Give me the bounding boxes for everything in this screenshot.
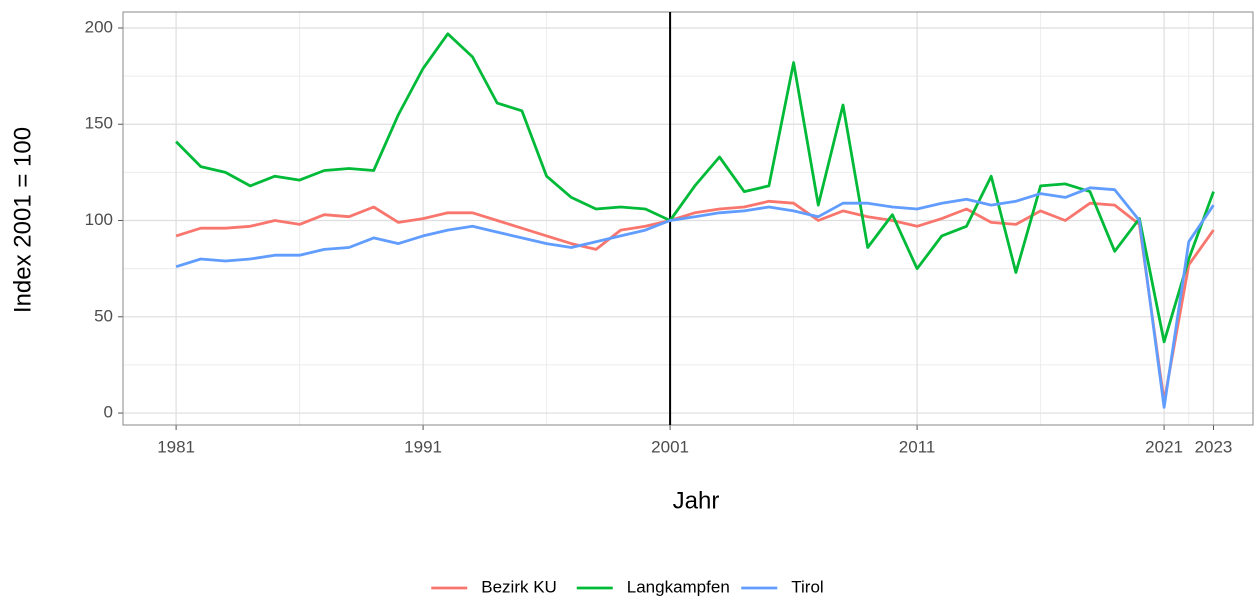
x-axis-label: Jahr bbox=[673, 487, 720, 514]
legend-label: Langkampfen bbox=[627, 577, 730, 596]
y-axis-label: Index 2001 = 100 bbox=[9, 127, 36, 313]
x-tick-label: 2021 bbox=[1145, 437, 1183, 456]
x-tick-label: 1981 bbox=[157, 437, 195, 456]
series-line bbox=[175, 186, 1215, 409]
y-tick-label: 0 bbox=[104, 403, 113, 422]
series-line bbox=[175, 32, 1215, 344]
panel-border bbox=[122, 11, 1254, 426]
x-tick-label: 2001 bbox=[651, 437, 689, 456]
x-tick-label: 2023 bbox=[1195, 437, 1233, 456]
y-tick-label: 50 bbox=[94, 306, 113, 325]
x-tick-label: 1991 bbox=[404, 437, 442, 456]
y-tick-label: 200 bbox=[85, 17, 113, 36]
legend-label: Bezirk KU bbox=[481, 577, 557, 596]
series-line bbox=[175, 199, 1215, 403]
y-tick-label: 150 bbox=[85, 114, 113, 133]
y-tick-label: 100 bbox=[85, 210, 113, 229]
x-tick-label: 2011 bbox=[899, 437, 936, 456]
legend-label: Tirol bbox=[791, 577, 823, 596]
